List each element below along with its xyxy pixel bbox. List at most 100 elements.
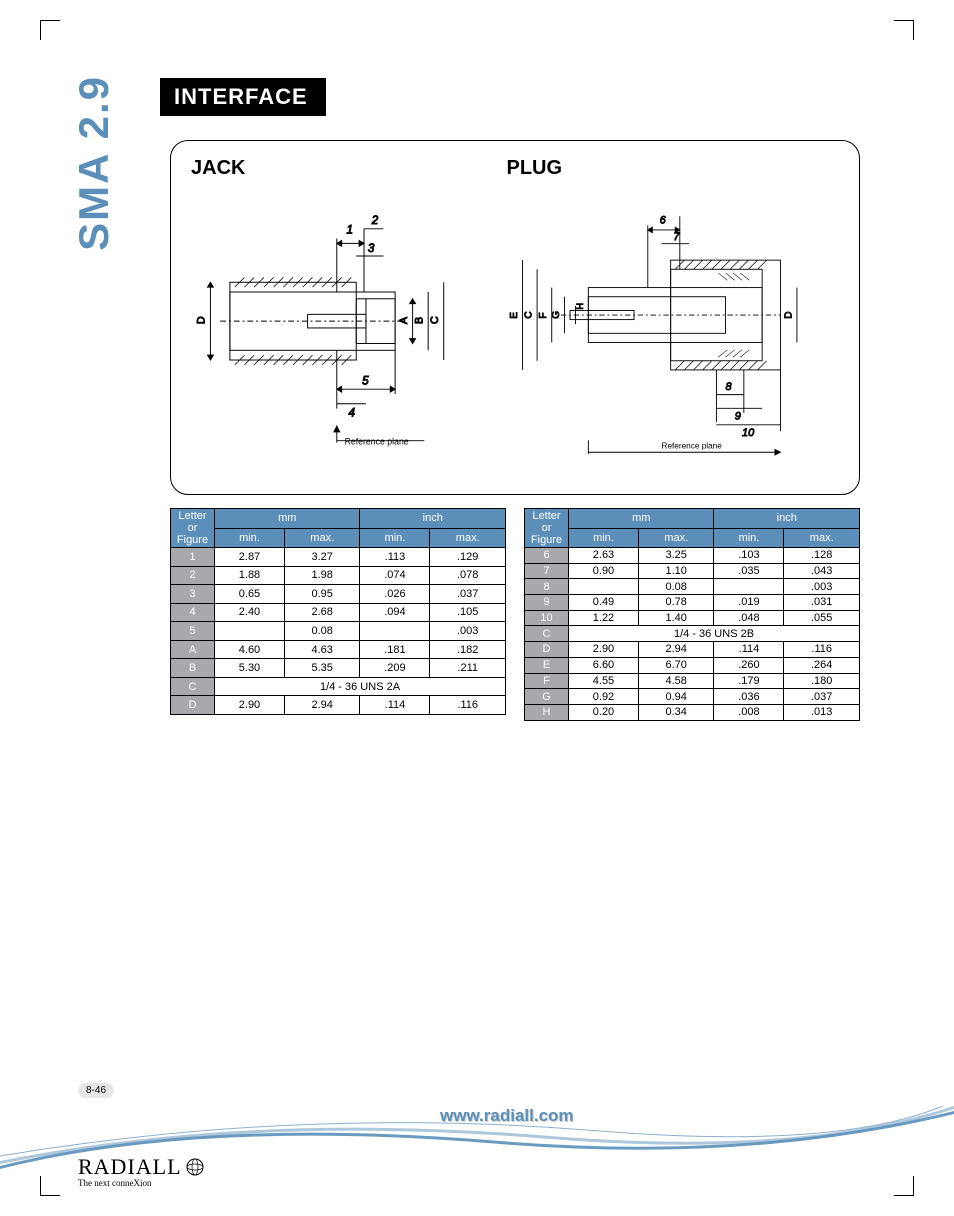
cell: .026 bbox=[360, 585, 430, 604]
svg-text:10: 10 bbox=[743, 427, 756, 439]
row-key: B bbox=[171, 659, 215, 678]
svg-text:2: 2 bbox=[371, 214, 379, 227]
cell: .264 bbox=[784, 657, 860, 673]
cell: 2.87 bbox=[215, 548, 285, 567]
svg-text:G: G bbox=[552, 311, 563, 319]
cell: .211 bbox=[430, 659, 506, 678]
svg-text:8: 8 bbox=[726, 381, 733, 393]
cell: 1.22 bbox=[569, 610, 639, 626]
logo-globe-icon bbox=[186, 1158, 204, 1176]
cell: 1.98 bbox=[284, 566, 360, 585]
brand-logo: RADIALL The next conneXion bbox=[78, 1154, 204, 1188]
section-heading: INTERFACE bbox=[160, 78, 326, 116]
svg-text:A: A bbox=[398, 316, 410, 324]
cell bbox=[215, 622, 285, 641]
cell: 0.92 bbox=[569, 689, 639, 705]
row-key: 4 bbox=[171, 603, 215, 622]
cell: 2.94 bbox=[638, 642, 714, 658]
row-key: 2 bbox=[171, 566, 215, 585]
cell: .114 bbox=[360, 696, 430, 715]
cell: 0.08 bbox=[284, 622, 360, 641]
svg-text:3: 3 bbox=[368, 242, 375, 255]
cell: .116 bbox=[430, 696, 506, 715]
crop-mark bbox=[894, 1176, 914, 1196]
crop-mark bbox=[894, 20, 914, 40]
cell bbox=[569, 579, 639, 595]
cell: .113 bbox=[360, 548, 430, 567]
row-key: 10 bbox=[525, 610, 569, 626]
dimension-tables: Letter or Figure mm inch min. max. min. … bbox=[170, 508, 860, 713]
cell: .055 bbox=[784, 610, 860, 626]
th-letter: Letter or Figure bbox=[525, 509, 569, 548]
cell: .128 bbox=[784, 548, 860, 564]
th-min: min. bbox=[569, 528, 639, 548]
cell: 5.30 bbox=[215, 659, 285, 678]
cell: 4.55 bbox=[569, 673, 639, 689]
th-max: max. bbox=[284, 528, 360, 548]
jack-title: JACK bbox=[191, 157, 502, 180]
cell: 0.49 bbox=[569, 595, 639, 611]
footer-url: www.radiall.com bbox=[440, 1106, 574, 1126]
cell: .035 bbox=[714, 563, 784, 579]
cell: .003 bbox=[784, 579, 860, 595]
cell: 3.27 bbox=[284, 548, 360, 567]
cell: .013 bbox=[784, 704, 860, 720]
row-key: C bbox=[525, 626, 569, 642]
row-key: 1 bbox=[171, 548, 215, 567]
logo-tagline: The next conneXion bbox=[78, 1178, 204, 1188]
row-key: 9 bbox=[525, 595, 569, 611]
th-max: max. bbox=[638, 528, 714, 548]
row-key: 6 bbox=[525, 548, 569, 564]
cell: .048 bbox=[714, 610, 784, 626]
row-key: 8 bbox=[525, 579, 569, 595]
svg-text:D: D bbox=[784, 311, 795, 318]
row-key: C bbox=[171, 677, 215, 696]
th-mm: mm bbox=[215, 509, 360, 529]
cell: .182 bbox=[430, 640, 506, 659]
row-span-note: 1/4 - 36 UNS 2B bbox=[569, 626, 860, 642]
svg-text:1: 1 bbox=[347, 224, 353, 237]
cell: .103 bbox=[714, 548, 784, 564]
plug-diagram-column: PLUG bbox=[506, 153, 817, 471]
svg-text:E: E bbox=[509, 312, 520, 319]
svg-text:C: C bbox=[429, 316, 441, 324]
ref-plane-label: Reference plane bbox=[662, 442, 723, 451]
cell: 2.90 bbox=[215, 696, 285, 715]
row-key: D bbox=[171, 696, 215, 715]
ref-plane-label: Reference plane bbox=[345, 437, 409, 447]
cell: 0.08 bbox=[638, 579, 714, 595]
row-key: F bbox=[525, 673, 569, 689]
crop-mark bbox=[40, 1176, 60, 1196]
cell: .019 bbox=[714, 595, 784, 611]
row-key: D bbox=[525, 642, 569, 658]
cell: 2.90 bbox=[569, 642, 639, 658]
svg-text:D: D bbox=[196, 316, 208, 324]
row-key: 7 bbox=[525, 563, 569, 579]
row-key: G bbox=[525, 689, 569, 705]
cell: .209 bbox=[360, 659, 430, 678]
cell: .031 bbox=[784, 595, 860, 611]
cell: 0.95 bbox=[284, 585, 360, 604]
row-span-note: 1/4 - 36 UNS 2A bbox=[215, 677, 506, 696]
cell: .043 bbox=[784, 563, 860, 579]
cell: .116 bbox=[784, 642, 860, 658]
svg-text:C: C bbox=[524, 311, 535, 318]
side-product-label: SMA 2.9 bbox=[70, 75, 118, 251]
svg-text:F: F bbox=[539, 313, 550, 319]
row-key: A bbox=[171, 640, 215, 659]
cell: 5.35 bbox=[284, 659, 360, 678]
jack-drawing: 1 2 3 5 4 D A B C Reference plane bbox=[191, 186, 502, 466]
cell: .180 bbox=[784, 673, 860, 689]
row-key: 3 bbox=[171, 585, 215, 604]
cell: 2.63 bbox=[569, 548, 639, 564]
th-letter: Letter or Figure bbox=[171, 509, 215, 548]
svg-text:5: 5 bbox=[362, 374, 369, 387]
interface-diagram-box: JACK bbox=[170, 140, 860, 495]
cell: .129 bbox=[430, 548, 506, 567]
cell: .036 bbox=[714, 689, 784, 705]
svg-text:B: B bbox=[413, 317, 425, 324]
cell: .114 bbox=[714, 642, 784, 658]
cell: .003 bbox=[430, 622, 506, 641]
plug-title: PLUG bbox=[506, 157, 817, 180]
cell: .179 bbox=[714, 673, 784, 689]
